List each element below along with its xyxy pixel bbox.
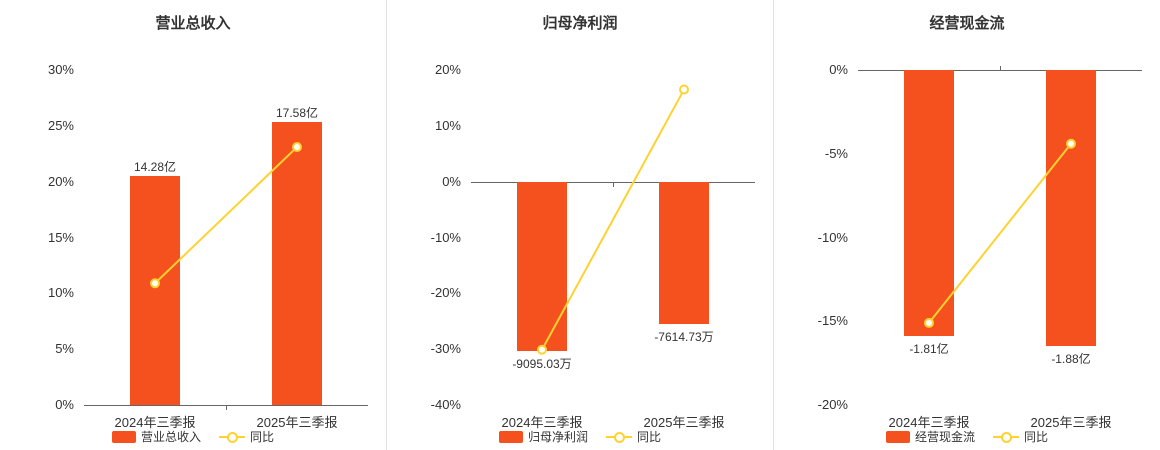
chart-plot-area: 0% 5% 10% 15% 20% 25% 30% 14.28亿 2024年三季报 17.58亿 2… (48, 62, 368, 430)
y-axis-tick-label: 5% (55, 341, 74, 357)
chart-plot-area: -40% -30% -20% -10% 0% 10% 20% -9095.03万 2024年三季… (431, 62, 755, 430)
y-axis-tick-label: -15% (817, 313, 848, 329)
bar-value-label: -1.88亿 (1051, 352, 1091, 367)
trend-marker[interactable] (679, 84, 689, 95)
chart-title: 营业总收入 (155, 15, 231, 32)
bar[interactable] (1046, 70, 1096, 347)
bar-value-label: 17.58亿 (275, 106, 319, 121)
y-axis-tick-label: -10% (817, 229, 848, 245)
chart-legend: 归母净利润 同比 (387, 428, 773, 445)
y-axis-tick-label: 0% (442, 173, 461, 189)
y-axis-tick-label: 20% (47, 173, 74, 189)
bar[interactable] (272, 122, 322, 405)
x-axis-category-label: 2025年三季报 (1030, 415, 1112, 430)
legend-item-bar-series[interactable]: 营业总收入 (111, 428, 201, 445)
bar-series-swatch (498, 430, 523, 443)
bar-series-swatch (111, 430, 136, 443)
bar[interactable] (659, 181, 709, 325)
bar-value-label: -7614.73万 (654, 330, 714, 345)
x-axis-category-label: 2025年三季报 (256, 415, 338, 430)
legend-label: 同比 (250, 430, 275, 444)
chart-panel-net-profit: 归母净利润 -40% -30% -20% -10% 0% 10% 20% -9095.03万 2… (386, 0, 773, 450)
bar-series-swatch (885, 430, 910, 443)
x-axis-category-label: 2024年三季报 (888, 415, 970, 430)
y-axis-tick-label: 15% (47, 229, 74, 245)
chart-legend: 营业总收入 同比 (0, 428, 386, 445)
legend-item-line-series[interactable]: 同比 (219, 428, 274, 445)
y-axis-tick-label: 10% (47, 285, 74, 301)
bar-value-label: -1.81亿 (909, 342, 949, 357)
x-axis-tick (1000, 66, 1001, 70)
y-axis-tick-label: 25% (47, 117, 74, 133)
chart-plot-area: -20% -15% -10% -5% 0% -1.81亿 2024年三季报 -1.88亿 202… (818, 62, 1142, 430)
legend-item-bar-series[interactable]: 归母净利润 (498, 428, 588, 445)
chart-panel-operating-cashflow: 经营现金流 -20% -15% -10% -5% 0% -1.81亿 2024年三季报 -1.… (773, 0, 1160, 450)
y-axis-tick-label: -20% (430, 285, 461, 301)
legend-label: 经营现金流 (914, 430, 975, 444)
legend-label: 同比 (1024, 430, 1049, 444)
bar-value-label: -9095.03万 (512, 357, 572, 372)
y-axis-tick-label: 10% (434, 117, 461, 133)
chart-title: 经营现金流 (929, 15, 1005, 32)
bar-value-label: 14.28亿 (133, 160, 177, 175)
y-axis-tick-label: 20% (434, 62, 461, 77)
zero-axis-line (84, 405, 368, 406)
legend-item-line-series[interactable]: 同比 (993, 428, 1048, 445)
chart-panel-revenue: 营业总收入 0% 5% 10% 15% 20% 25% 30% 14.28亿 2024年三季报 1… (0, 0, 386, 450)
legend-label: 同比 (637, 430, 662, 444)
line-series-swatch (606, 431, 632, 443)
legend-item-bar-series[interactable]: 经营现金流 (885, 428, 975, 445)
zero-axis-line (858, 70, 1142, 71)
bar[interactable] (517, 181, 567, 352)
y-axis-tick-label: -30% (430, 341, 461, 357)
bar[interactable] (130, 176, 180, 405)
chart-title: 归母净利润 (542, 15, 618, 32)
x-axis-tick (613, 182, 614, 187)
line-series-swatch (993, 431, 1019, 443)
x-axis-tick (226, 406, 227, 410)
y-axis-tick-label: 0% (829, 62, 848, 77)
x-axis-category-label: 2024年三季报 (114, 415, 196, 430)
x-axis-category-label: 2024年三季报 (501, 415, 583, 430)
legend-label: 营业总收入 (140, 430, 201, 444)
y-axis-tick-label: -20% (817, 397, 848, 412)
y-axis-tick-label: 30% (47, 62, 74, 77)
legend-label: 归母净利润 (527, 430, 588, 444)
bar[interactable] (904, 70, 954, 337)
y-axis-tick-label: -5% (824, 145, 848, 161)
y-axis-tick-label: -10% (430, 229, 461, 245)
y-axis-tick-label: 0% (55, 397, 74, 412)
chart-legend: 经营现金流 同比 (774, 428, 1160, 445)
legend-item-line-series[interactable]: 同比 (606, 428, 661, 445)
line-series-swatch (219, 431, 245, 443)
x-axis-category-label: 2025年三季报 (643, 415, 725, 430)
y-axis-tick-label: -40% (430, 397, 461, 412)
